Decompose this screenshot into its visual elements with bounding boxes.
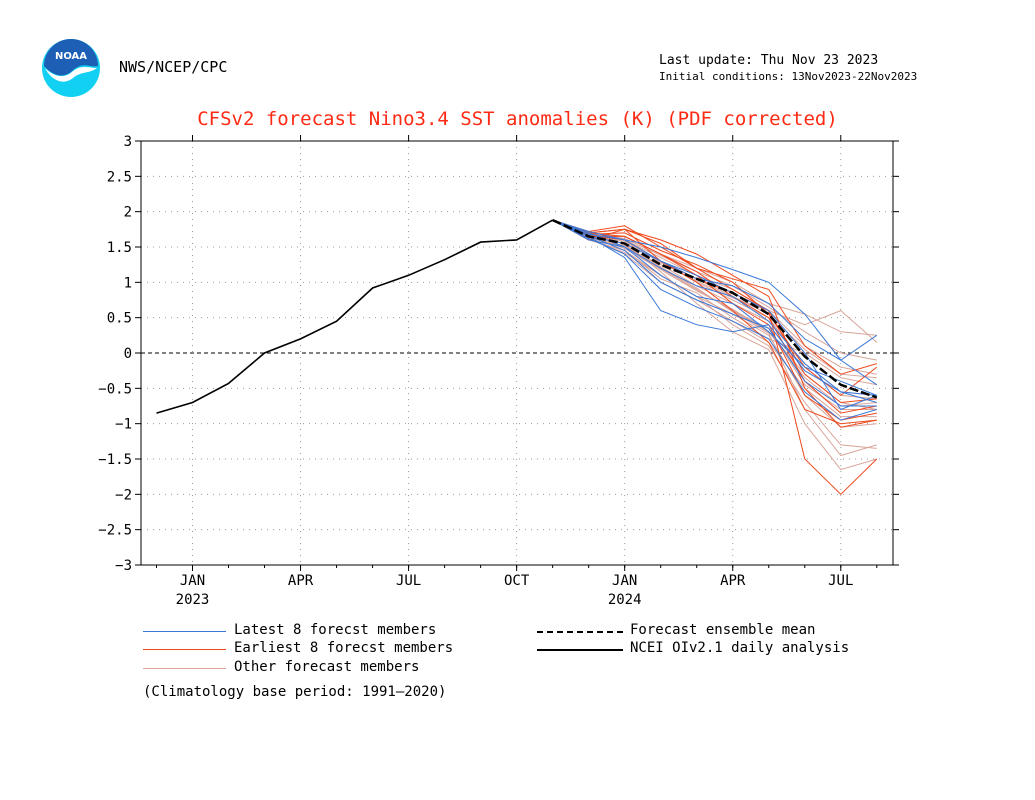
latest-member-line	[552, 219, 877, 421]
legend-label-analysis: NCEI OIv2.1 daily analysis	[630, 640, 850, 656]
ensemble-mean-series	[552, 218, 878, 399]
other-forecast-series	[552, 219, 878, 471]
analysis-series	[156, 219, 554, 414]
other-member-line	[552, 219, 877, 400]
climatology-note: (Climatology base period: 1991—2020)	[143, 684, 447, 700]
earliest-member-line	[552, 219, 877, 421]
legend-label-earliest: Earliest 8 forecst members	[234, 640, 454, 656]
x-tick-label: APR	[720, 573, 746, 589]
logo-text: NOAA	[55, 51, 87, 62]
y-tick-label: 1	[124, 275, 132, 291]
legend-label-latest: Latest 8 forecst members	[234, 622, 437, 638]
legend-label-mean: Forecast ensemble mean	[630, 622, 816, 638]
x-tick-year-label: 2023	[176, 592, 210, 608]
ensemble-mean-line	[552, 218, 878, 399]
other-member-line	[552, 219, 877, 379]
latest-member-line	[552, 219, 877, 407]
x-axis-ticks: JAN 2023 APR JUL OCT JAN 2024 APR JUL	[155, 135, 878, 608]
legend-line-mean	[537, 631, 623, 633]
latest-member-line	[552, 219, 877, 411]
legend-label-other: Other forecast members	[234, 659, 420, 675]
earliest-member-line	[552, 219, 878, 496]
initial-conditions-label: Initial conditions: 13Nov2023-22Nov2023	[659, 70, 918, 83]
noaa-logo: NOAA	[42, 39, 100, 97]
other-member-line	[552, 219, 877, 407]
latest-member-line	[552, 219, 877, 403]
x-tick-year-label: 2024	[608, 592, 642, 608]
y-tick-label: −0.5	[98, 381, 132, 397]
x-tick-label: JUL	[828, 573, 853, 589]
x-tick-label: JAN	[180, 573, 205, 589]
y-tick-label: 3	[124, 134, 132, 150]
y-tick-label: −1.5	[98, 452, 132, 468]
earliest-member-line	[552, 219, 877, 375]
earliest-member-line	[552, 219, 877, 404]
logo-top-blue	[44, 39, 98, 76]
y-axis-ticks: 3 2.5 2 1.5 1 0.5 0 −0.5 −1 −1.5 −2 −2.5 −3	[98, 134, 899, 574]
earliest-member-line	[552, 219, 877, 425]
y-tick-label: −2.5	[98, 523, 132, 539]
chart-title: CFSv2 forecast Nino3.4 SST anomalies (K)…	[197, 108, 838, 130]
other-member-line	[552, 219, 877, 410]
legend-line-earliest	[143, 649, 226, 650]
y-tick-label: 2	[124, 205, 132, 221]
y-tick-label: −1	[115, 417, 132, 433]
y-tick-label: 0	[124, 346, 132, 362]
x-tick-label: APR	[288, 573, 314, 589]
y-tick-label: 1.5	[107, 240, 132, 256]
other-member-line	[552, 219, 877, 418]
y-tick-label: −3	[115, 558, 132, 574]
latest-member-line	[552, 219, 878, 361]
y-tick-label: −2	[115, 487, 132, 503]
agency-label: NWS/NCEP/CPC	[119, 58, 228, 76]
last-update-label: Last update: Thu Nov 23 2023	[659, 53, 879, 68]
latest-member-line	[552, 219, 878, 386]
grid-lines	[141, 141, 893, 565]
other-member-line	[552, 219, 877, 410]
x-tick-label: JUL	[396, 573, 421, 589]
legend-line-latest	[143, 631, 226, 632]
x-tick-label: JAN	[612, 573, 637, 589]
other-member-line	[552, 219, 877, 457]
y-tick-label: 2.5	[107, 169, 132, 185]
x-tick-label: OCT	[504, 573, 530, 589]
logo-gull	[45, 67, 97, 82]
legend-line-other	[143, 668, 226, 669]
other-member-line	[552, 219, 877, 471]
analysis-line	[156, 219, 554, 414]
y-tick-label: 0.5	[107, 311, 132, 327]
latest-forecast-series	[552, 219, 878, 421]
legend-line-analysis	[537, 649, 623, 651]
